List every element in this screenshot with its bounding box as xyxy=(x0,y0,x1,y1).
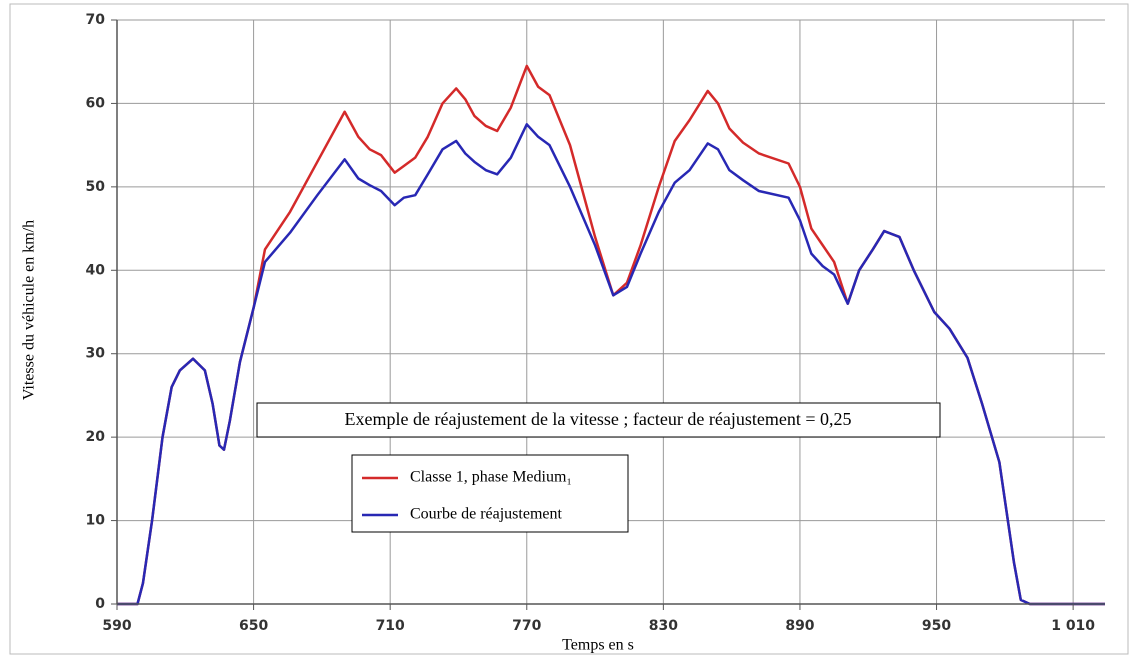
x-axis-label: Temps en s xyxy=(562,637,634,654)
y-tick-label: 60 xyxy=(86,95,106,111)
x-tick-label: 650 xyxy=(239,618,268,634)
legend-label: Classe 1, phase Medium₁ xyxy=(410,469,572,486)
x-tick-label: 890 xyxy=(785,618,814,634)
x-tick-label: 710 xyxy=(376,618,405,634)
x-tick-label: 830 xyxy=(649,618,678,634)
x-tick-label: 590 xyxy=(102,618,131,634)
legend-label: Courbe de réajustement xyxy=(410,506,563,523)
y-axis-label: Vitesse du véhicule en km/h xyxy=(21,220,38,400)
annotation: Exemple de réajustement de la vitesse ; … xyxy=(345,409,852,429)
y-tick-label: 50 xyxy=(86,179,106,195)
y-tick-label: 0 xyxy=(95,596,105,612)
lines xyxy=(117,64,1105,606)
y-tick-label: 20 xyxy=(86,429,106,445)
y-tick-label: 70 xyxy=(86,12,106,28)
grid xyxy=(116,19,1105,605)
y-tick-label: 30 xyxy=(86,346,106,362)
legend xyxy=(351,454,629,533)
x-tick-label: 950 xyxy=(922,618,951,634)
y-tick-label: 10 xyxy=(86,513,106,529)
frame xyxy=(9,3,1129,655)
annotation-box xyxy=(256,402,941,438)
y-tick-label: 40 xyxy=(86,262,106,278)
x-tick-label: 770 xyxy=(512,618,541,634)
x-tick-label: 1 010 xyxy=(1051,618,1095,634)
legend-entries: Classe 1, phase Medium₁ Courbe de réajust… xyxy=(362,469,572,523)
series-line xyxy=(117,123,1105,606)
